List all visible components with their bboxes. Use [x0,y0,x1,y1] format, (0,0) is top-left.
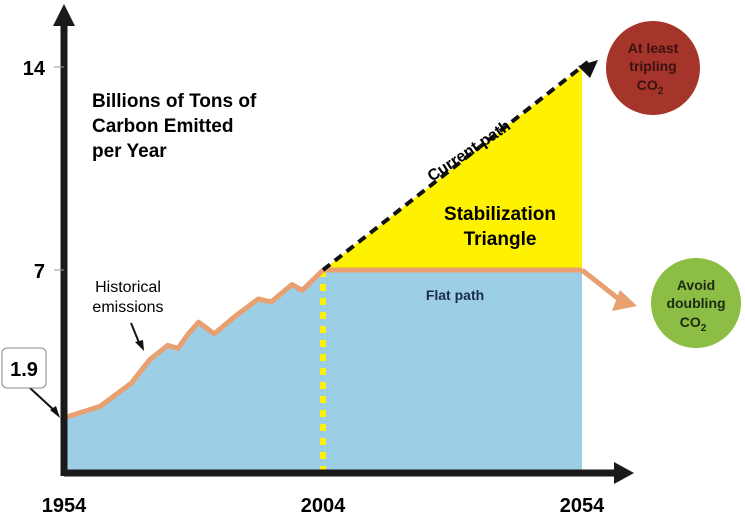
start-value-label: 1.9 [10,359,38,381]
x-axis-arrowhead [614,462,634,484]
tripling-line-3: CO2 [637,77,664,97]
x-tick-2004: 2004 [301,495,346,517]
flat-path-arrowhead [612,290,637,311]
doubling-co2-circle [651,258,741,348]
y-tick-14: 14 [23,58,46,80]
y-axis-arrowhead [53,4,75,26]
flat-path-label: Flat path [426,287,484,303]
historical-label-2: emissions [92,299,163,316]
y-tick-7: 7 [34,261,45,283]
current-path-line [321,60,590,272]
tripling-line-2: tripling [629,58,676,74]
start-value-box [1,347,47,389]
doubling-line-1: Avoid [677,277,715,293]
x-tick-2054: 2054 [560,495,605,517]
x-tick-1954: 1954 [42,495,87,517]
historical-emissions-line [63,268,325,421]
chart-title-line-2: Carbon Emitted [92,116,233,137]
triangle-label-2: Triangle [464,229,537,250]
co2-text: CO [637,77,658,93]
start-value-arrowhead [50,406,60,418]
tripling-line-1: At least [628,40,679,56]
co2-subscript: 2 [701,323,707,334]
flat-path-arrow-line [580,268,622,302]
co2-text: CO [680,314,701,330]
current-path-arrowhead [578,60,598,78]
chart-title-line-3: per Year [92,141,167,162]
start-value-pointer [29,387,57,413]
historical-label-arrowhead [135,340,144,351]
doubling-line-2: doubling [666,295,725,311]
chart-title-line-1: Billions of Tons of [92,91,257,112]
triangle-label-1: Stabilization [444,204,556,225]
tripling-co2-circle [606,21,700,115]
co2-subscript: 2 [658,86,664,97]
doubling-line-3: CO2 [680,314,707,334]
historical-label-1: Historical [95,279,161,296]
